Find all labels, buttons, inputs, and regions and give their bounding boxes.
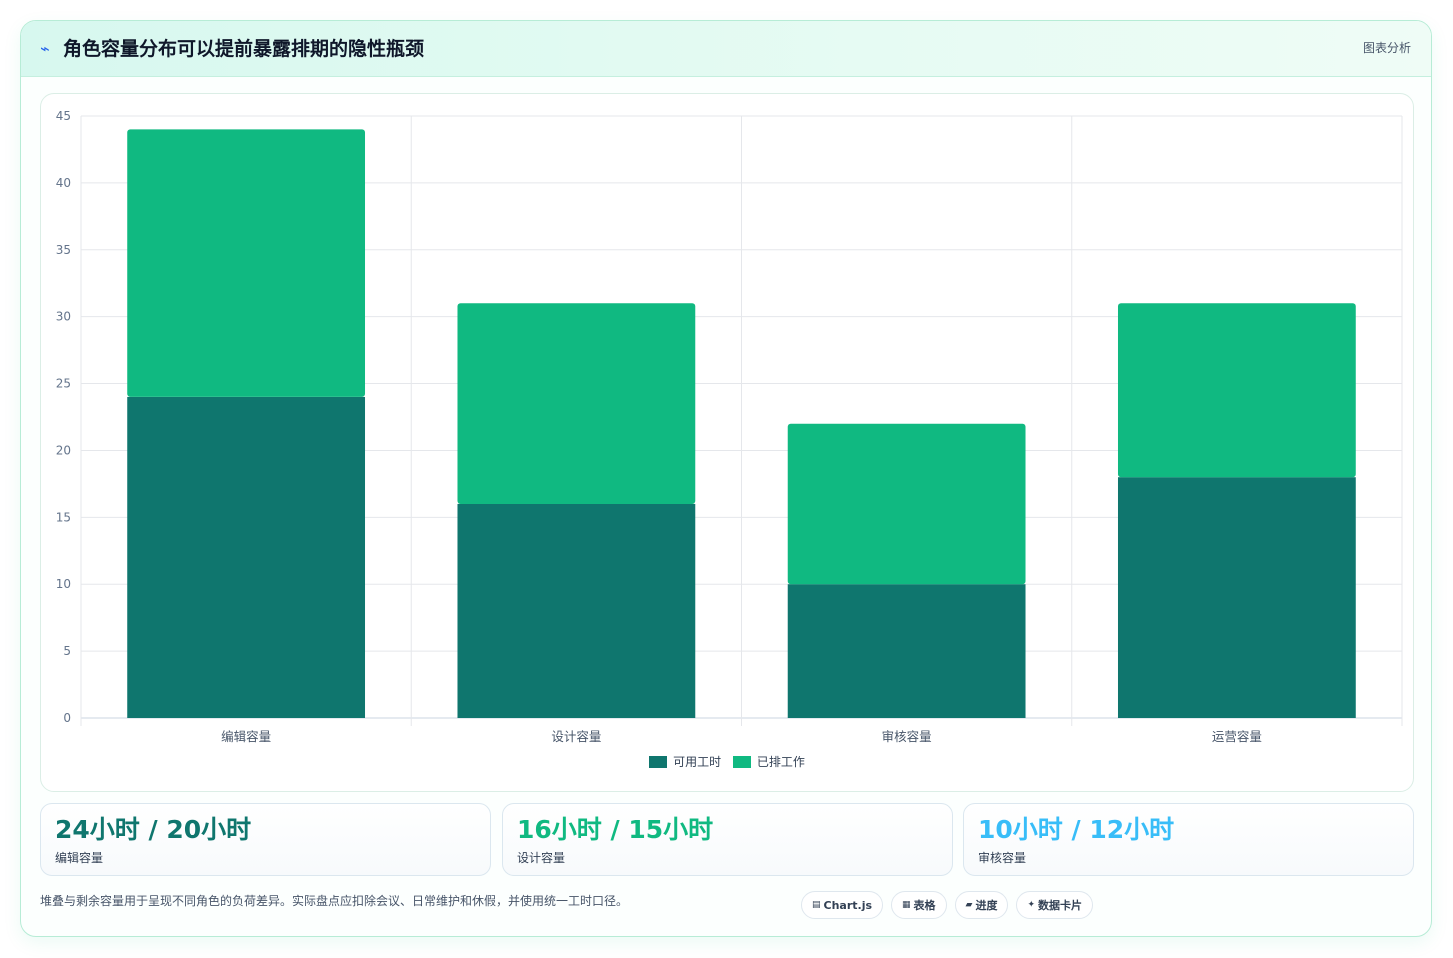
badge-progress[interactable]: ▰ 进度 bbox=[954, 891, 1009, 919]
header-tag: 图表分析 bbox=[1362, 41, 1411, 55]
y-tick-label: 45 bbox=[56, 109, 71, 123]
bar-segment[interactable] bbox=[127, 129, 366, 397]
y-tick-label: 5 bbox=[63, 644, 71, 658]
x-tick-label: 运营容量 bbox=[1212, 729, 1262, 744]
legend-item-scheduled[interactable]: 已排工作 bbox=[732, 754, 805, 770]
chart-icon: ▤ bbox=[812, 900, 821, 910]
badge-data-card[interactable]: ✦ 数据卡片 bbox=[1016, 891, 1094, 919]
sparkle-icon: ✦ bbox=[1027, 900, 1036, 910]
stat-card-design: 16小时 / 15小时 设计容量 bbox=[502, 803, 953, 876]
page-title: 角色容量分布可以提前暴露排期的隐性瓶颈 bbox=[63, 38, 425, 60]
y-tick-label: 35 bbox=[56, 243, 71, 257]
legend-swatch-scheduled bbox=[732, 756, 751, 768]
stat-value: 16小时 / 15小时 bbox=[517, 815, 714, 844]
badge-label: Chart.js bbox=[823, 898, 873, 912]
bar-segment[interactable] bbox=[457, 303, 696, 504]
badge-label: 进度 bbox=[975, 899, 998, 912]
stat-label: 编辑容量 bbox=[55, 851, 104, 865]
card-header: ⌁ 角色容量分布可以提前暴露排期的隐性瓶颈 图表分析 bbox=[21, 21, 1431, 77]
legend-label-scheduled: 已排工作 bbox=[756, 755, 805, 769]
x-tick-label: 设计容量 bbox=[551, 729, 601, 744]
x-tick-label: 编辑容量 bbox=[221, 729, 271, 744]
y-tick-label: 20 bbox=[56, 443, 71, 457]
stat-value: 10小时 / 12小时 bbox=[978, 815, 1175, 844]
stat-value: 24小时 / 20小时 bbox=[55, 815, 252, 844]
chart-card: ⌁ 角色容量分布可以提前暴露排期的隐性瓶颈 图表分析 0 5 10 15 20 25 30 3… bbox=[20, 20, 1432, 937]
x-tick-label: 审核容量 bbox=[882, 729, 932, 744]
chart-panel: 0 5 10 15 20 25 30 35 40 45 编辑容量 设计容量 审核容量 运营容量 可用工时 … bbox=[40, 93, 1414, 792]
y-tick-label: 25 bbox=[56, 377, 71, 391]
y-tick-label: 30 bbox=[56, 310, 71, 324]
bar-segment[interactable] bbox=[787, 584, 1026, 718]
bar-segment[interactable] bbox=[1117, 303, 1356, 478]
legend-item-available[interactable]: 可用工时 bbox=[649, 754, 721, 770]
legend-swatch-available bbox=[649, 756, 668, 768]
footnote: 堆叠与剩余容量用于呈现不同角色的负荷差异。实际盘点应扣除会议、日常维护和休假，并… bbox=[40, 894, 629, 908]
bar-segment[interactable] bbox=[457, 503, 696, 718]
badge-label: 数据卡片 bbox=[1038, 899, 1083, 912]
y-tick-label: 15 bbox=[56, 510, 71, 524]
progress-icon: ▰ bbox=[965, 900, 973, 910]
badge-label: 表格 bbox=[913, 899, 936, 912]
badge-list: ▤ Chart.js ▦ 表格 ▰ 进度 ✦ 数据卡片 bbox=[801, 891, 1101, 919]
table-icon: ▦ bbox=[902, 900, 911, 910]
bar-segment[interactable] bbox=[787, 423, 1026, 585]
stat-label: 设计容量 bbox=[517, 851, 566, 865]
y-tick-label: 40 bbox=[56, 176, 71, 190]
pulse-icon: ⌁ bbox=[40, 39, 50, 58]
y-tick-label: 0 bbox=[63, 711, 71, 725]
stat-card-editing: 24小时 / 20小时 编辑容量 bbox=[40, 803, 491, 876]
stat-card-review: 10小时 / 12小时 审核容量 bbox=[963, 803, 1414, 876]
badge-chartjs[interactable]: ▤ Chart.js bbox=[801, 891, 884, 919]
legend-label-available: 可用工时 bbox=[673, 755, 722, 769]
y-tick-label: 10 bbox=[56, 577, 71, 591]
stat-label: 审核容量 bbox=[978, 851, 1027, 865]
bar-segment[interactable] bbox=[127, 396, 366, 718]
badge-table[interactable]: ▦ 表格 bbox=[891, 891, 947, 919]
bar-segment[interactable] bbox=[1117, 477, 1356, 718]
chart-legend: 可用工时 已排工作 bbox=[41, 754, 1413, 772]
stacked-bar-chart: 0 5 10 15 20 25 30 35 40 45 编辑容量 设计容量 审核容量 运营容量 bbox=[56, 109, 1403, 744]
